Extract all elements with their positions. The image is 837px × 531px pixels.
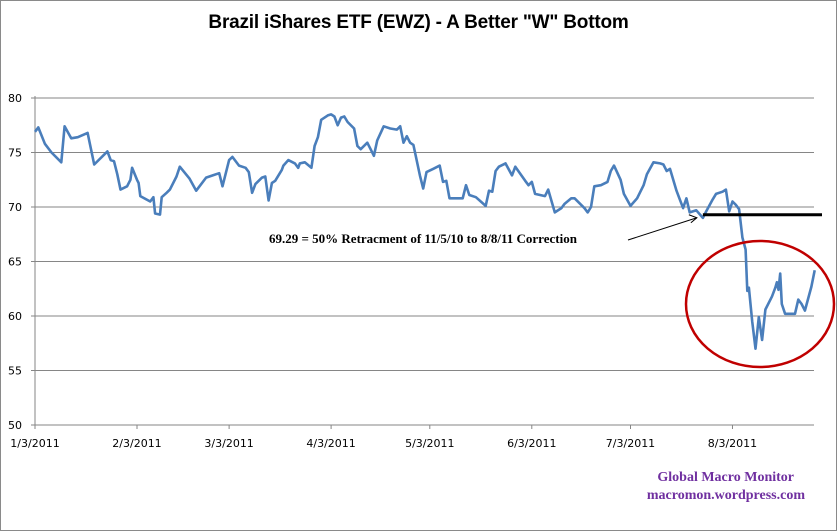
- x-tick-label: 4/3/2011: [306, 437, 355, 450]
- x-tick-label: 2/3/2011: [112, 437, 161, 450]
- y-tick-label: 80: [8, 92, 22, 105]
- y-tick-label: 55: [8, 365, 22, 378]
- retracement-annotation: 69.29 = 50% Retracment of 11/5/10 to 8/8…: [269, 231, 578, 246]
- series-group: [33, 113, 816, 350]
- y-tick-label: 75: [8, 147, 22, 160]
- x-tick-label: 7/3/2011: [606, 437, 655, 450]
- x-tick-label: 1/3/2011: [10, 437, 59, 450]
- series-line-ewz: [33, 113, 816, 350]
- watermark-line1: Global Macro Monitor: [657, 470, 794, 485]
- y-tick-label: 70: [8, 201, 22, 214]
- arrow-head-icon: [688, 214, 698, 224]
- annotations: 69.29 = 50% Retracment of 11/5/10 to 8/8…: [269, 213, 836, 369]
- y-tick-label: 60: [8, 310, 22, 323]
- x-tick-label: 5/3/2011: [405, 437, 454, 450]
- x-tick-label: 8/3/2011: [708, 437, 757, 450]
- x-tick-label: 6/3/2011: [507, 437, 556, 450]
- axes: [34, 96, 814, 426]
- x-tick-label: 3/3/2011: [204, 437, 253, 450]
- watermark-line2: macromon.wordpress.com: [646, 488, 805, 503]
- annotation-arrow: [627, 217, 698, 241]
- y-axis-ticks: 50 55 60 65 70 75 80: [8, 92, 35, 432]
- x-axis-ticks: 1/3/2011 2/3/2011 3/3/2011 4/3/2011 5/3/2011…: [10, 425, 757, 450]
- chart-title: Brazil iShares ETF (EWZ) - A Better "W" …: [208, 12, 629, 33]
- y-tick-label: 50: [8, 419, 22, 432]
- w-bottom-circle: [684, 239, 836, 369]
- y-tick-label: 65: [8, 256, 22, 269]
